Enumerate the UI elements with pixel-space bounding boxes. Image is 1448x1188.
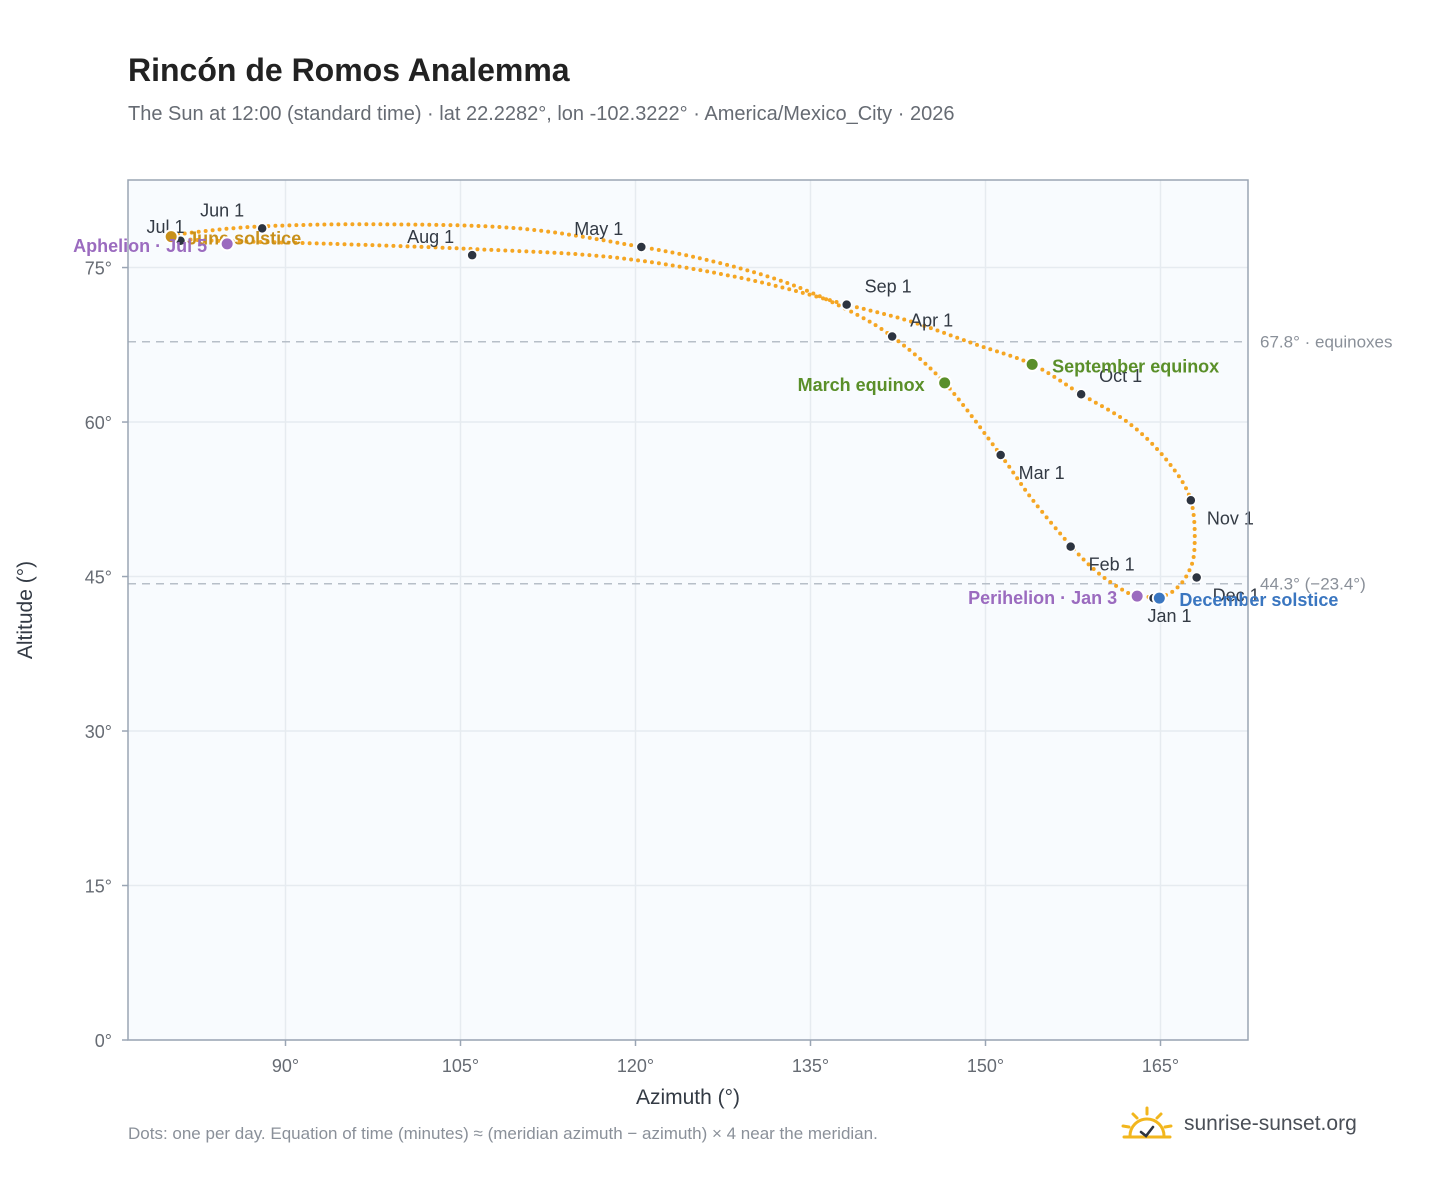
- y-tick-label: 30°: [85, 722, 112, 742]
- plot-area: [128, 180, 1248, 1040]
- event-marker: [1024, 356, 1040, 372]
- month-label: Nov 1: [1207, 508, 1254, 528]
- event-label: June solstice: [187, 229, 301, 249]
- x-axis-label: Azimuth (°): [636, 1086, 740, 1109]
- x-tick-label: 165°: [1142, 1056, 1179, 1076]
- brand-text: sunrise-sunset.org: [1184, 1112, 1357, 1135]
- event-marker: [219, 236, 235, 252]
- month-marker: [994, 449, 1007, 461]
- x-tick-label: 120°: [617, 1056, 654, 1076]
- plot-border: [127, 179, 1249, 1041]
- y-tick-label: 60°: [85, 413, 112, 433]
- event-label: Aphelion · Jul 5: [73, 236, 207, 256]
- month-marker: [466, 249, 478, 261]
- month-label: Jun 1: [200, 200, 244, 220]
- month-marker: [1185, 494, 1197, 507]
- month-marker: [256, 222, 268, 235]
- axis-ticks: 90° 105° 120° 135° 150° 165° 0° 15° 30° 45° 60° 75°: [85, 259, 1179, 1076]
- month-marker: [886, 330, 898, 343]
- x-tick-label: 105°: [442, 1056, 479, 1076]
- event-marker: [1129, 588, 1145, 604]
- event-label: December solstice: [1179, 590, 1338, 610]
- reference-line-label: 44.3° (−23.4°): [1260, 575, 1366, 594]
- month-label: Oct 1: [1099, 366, 1142, 386]
- month-marker: [1075, 388, 1087, 400]
- month-label: Apr 1: [910, 311, 953, 331]
- footnote: Dots: one per day. Equation of time (min…: [128, 1124, 878, 1143]
- reference-line-label: 67.8° · equinoxes: [1260, 333, 1393, 352]
- x-tick-label: 135°: [792, 1056, 829, 1076]
- reference-lines: 67.8° · equinoxes 44.3° (−23.4°): [128, 333, 1393, 594]
- event-marker: [163, 229, 179, 245]
- month-marker: [1190, 571, 1203, 584]
- brand-logo[interactable]: sunrise-sunset.org: [1120, 1104, 1357, 1144]
- month-marker: [1064, 540, 1077, 553]
- event-label: March equinox: [798, 375, 925, 395]
- month-label: May 1: [574, 219, 623, 239]
- event-label: Perihelion · Jan 3: [968, 588, 1117, 608]
- chart-title: Rincón de Romos Analemma: [128, 52, 570, 88]
- y-tick-label: 15°: [85, 877, 112, 897]
- y-tick-label: 75°: [85, 259, 112, 279]
- y-axis-label: Altitude (°): [14, 561, 37, 659]
- y-tick-label: 0°: [95, 1031, 112, 1051]
- event-marker: [937, 375, 953, 391]
- month-label: Sep 1: [865, 277, 912, 297]
- sun-logo-icon: [1121, 1106, 1173, 1139]
- chart-subtitle: The Sun at 12:00 (standard time) · lat 2…: [128, 103, 955, 125]
- event-marker: [1151, 590, 1167, 606]
- x-tick-label: 150°: [967, 1056, 1004, 1076]
- event-label: September equinox: [1052, 356, 1219, 376]
- month-marker: [635, 241, 648, 253]
- x-tick-label: 90°: [272, 1056, 299, 1076]
- month-marker: [840, 298, 853, 311]
- month-label: Mar 1: [1019, 463, 1065, 483]
- month-label: Aug 1: [407, 227, 454, 247]
- event-markers: March equinox September equinox June solst…: [73, 229, 1338, 611]
- month-label: Jan 1: [1148, 606, 1192, 626]
- y-tick-label: 45°: [85, 568, 112, 588]
- month-label: Feb 1: [1089, 555, 1135, 575]
